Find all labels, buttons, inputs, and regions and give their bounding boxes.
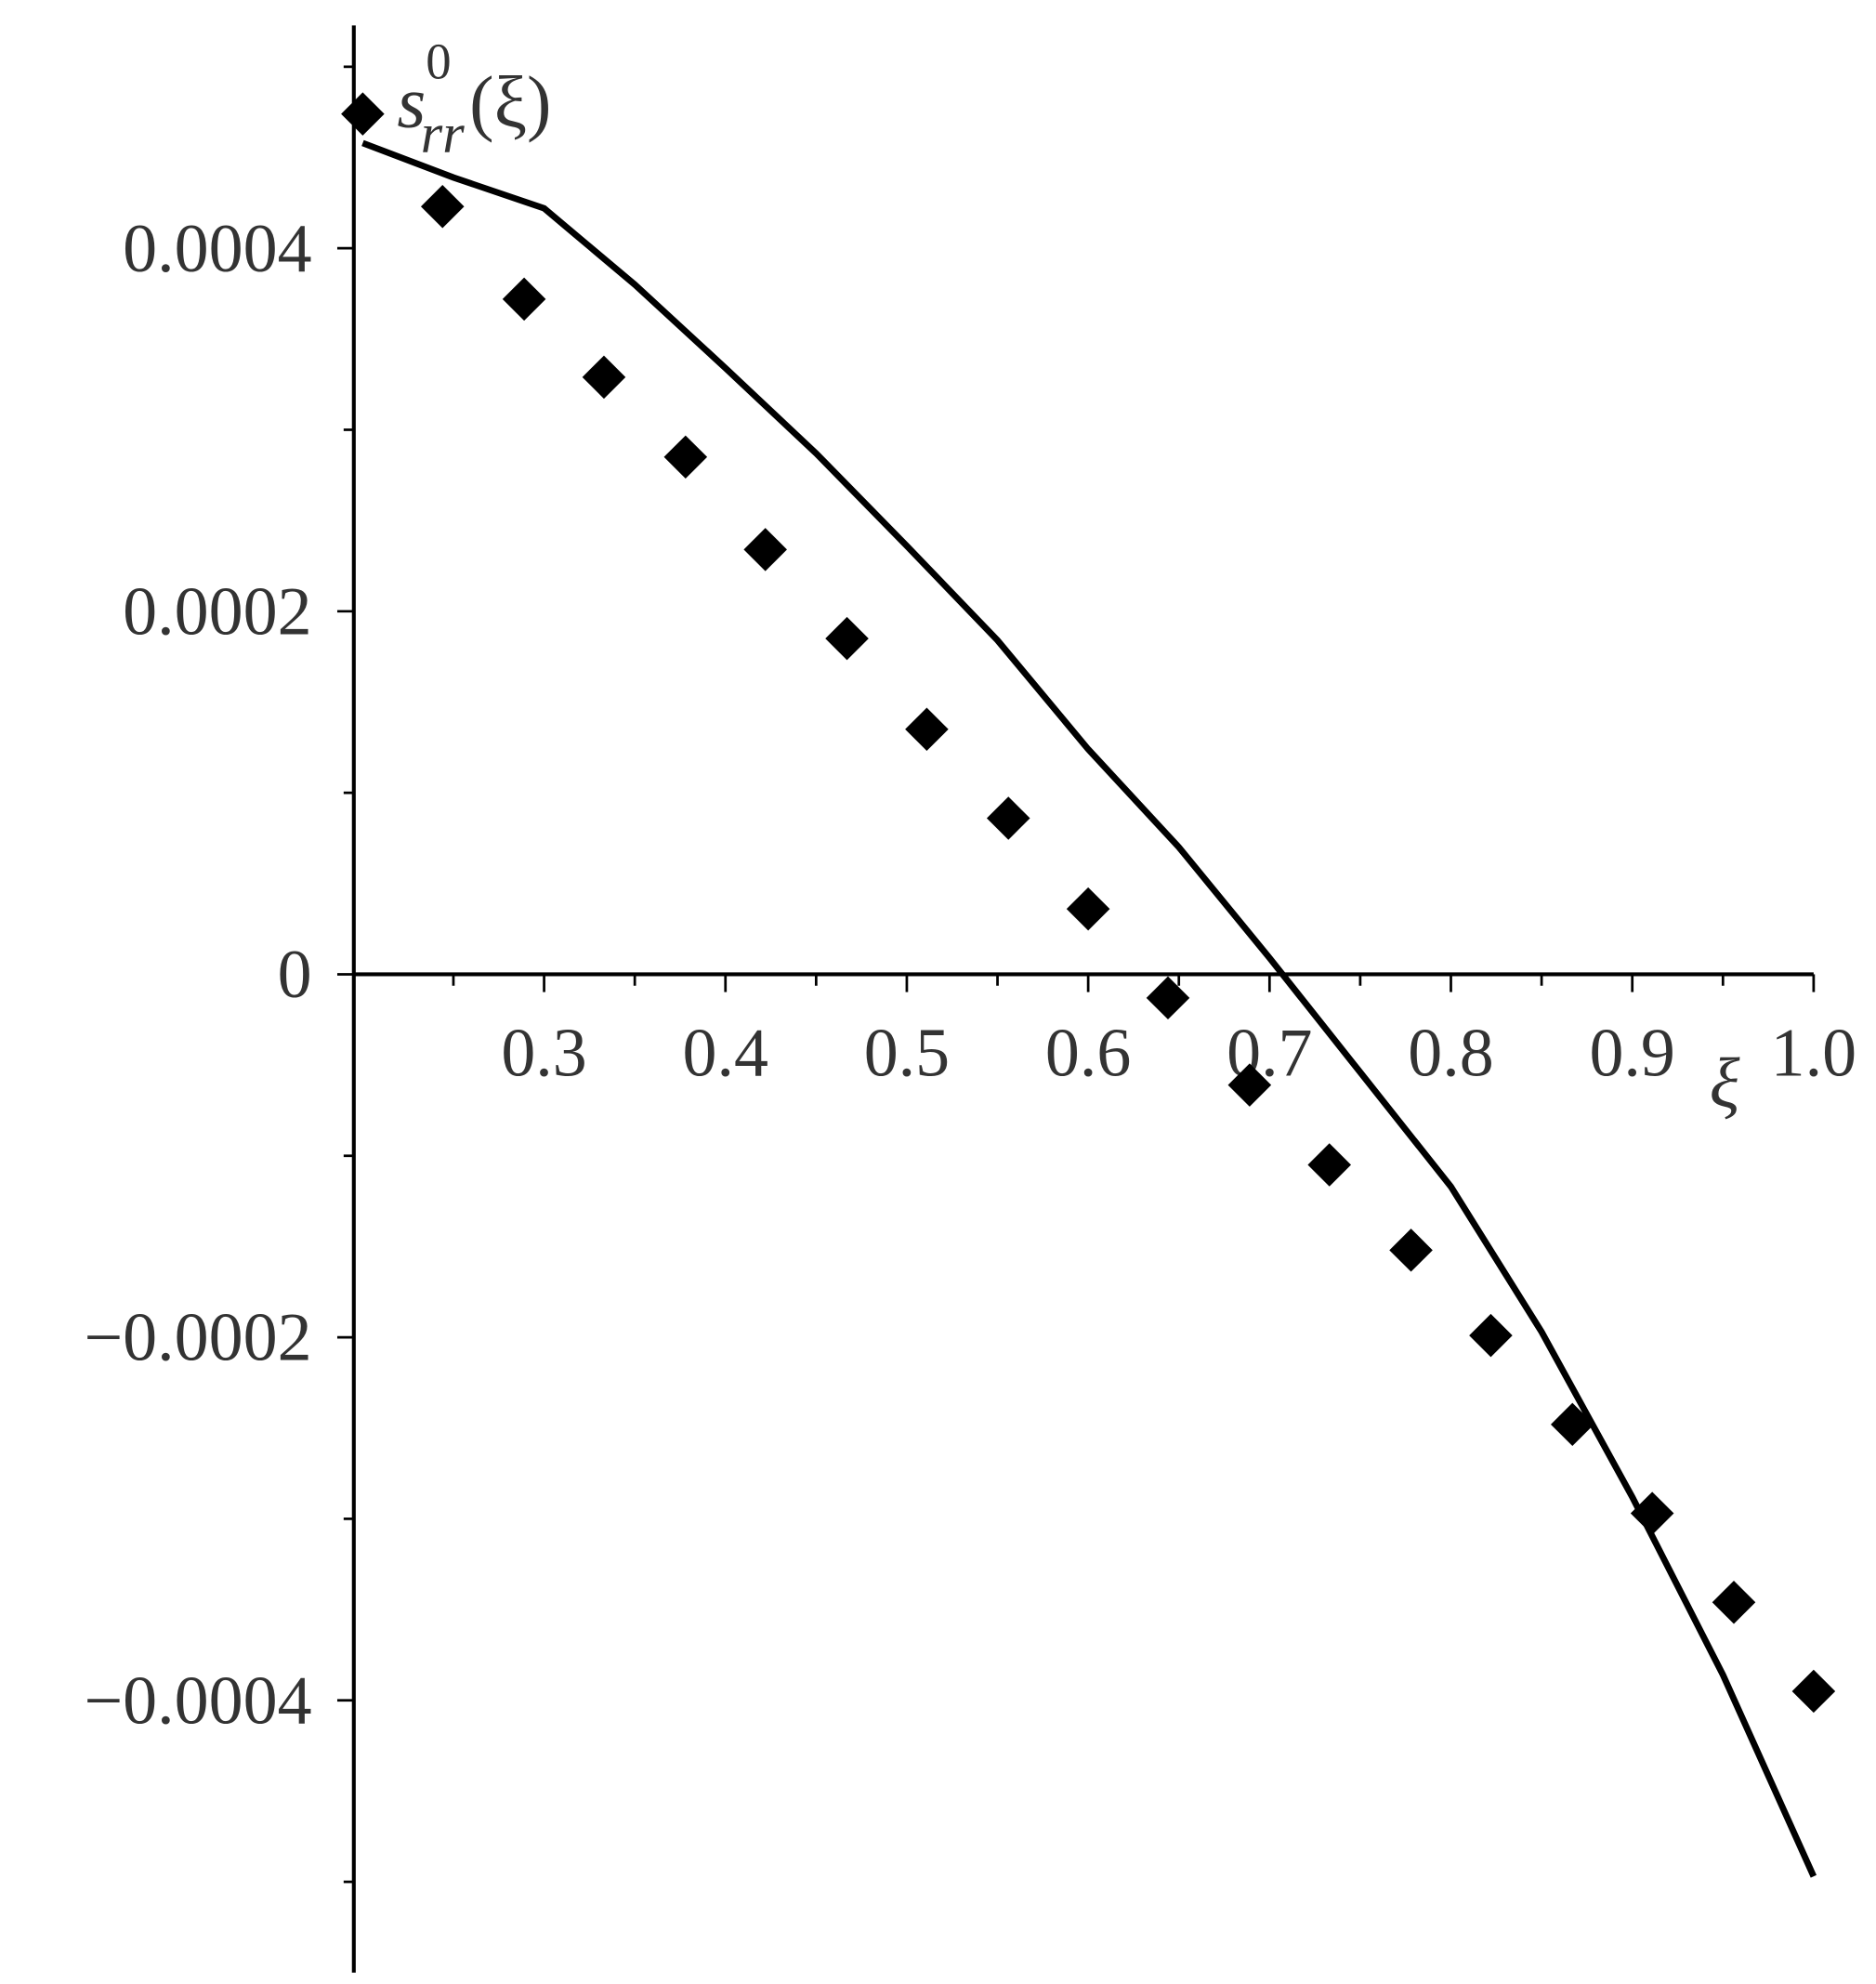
x-tick-label: 0.8 [1408,1015,1493,1091]
data-point [1146,976,1190,1020]
x-tick-label: 0.9 [1589,1015,1674,1091]
data-point [582,355,626,400]
data-point [743,528,787,572]
data-point [341,92,385,136]
y-tick-label: −0.0004 [84,1662,311,1738]
data-point [1630,1491,1674,1535]
y-tick-label: 0.0004 [123,210,311,286]
x-axis-label: ξ [1710,1044,1740,1123]
x-tick-label: 0.5 [864,1015,950,1091]
y-label-sup: 0 [426,33,451,90]
y-label-arg: (ξ) [469,62,551,144]
y-tick-label: −0.0002 [84,1299,311,1375]
data-point [1389,1229,1433,1272]
data-point [420,185,465,229]
data-point [1469,1313,1513,1358]
y-label-sub: rr [421,103,465,165]
x-tick-label: 0.6 [1045,1015,1131,1091]
y-label-base: s [397,62,426,144]
data-point [1066,887,1110,931]
x-tick-label: 0.3 [501,1015,586,1091]
data-point [1307,1143,1352,1187]
data-point [663,435,708,480]
data-point [1791,1669,1836,1714]
x-tick-label: 1.0 [1771,1015,1856,1091]
data-point [1227,1063,1272,1107]
data-point [905,707,949,751]
data-point [1550,1402,1594,1447]
x-tick-label: 0.4 [683,1015,768,1091]
data-line [361,139,1817,1878]
y-axis-label: s0 rr(ξ) [397,33,551,165]
data-point [502,277,546,322]
data-point [1712,1581,1756,1624]
data-point [986,796,1030,840]
y-tick-label: 0.0002 [123,572,311,649]
data-point [825,616,869,661]
y-tick-label: 0 [278,936,312,1012]
